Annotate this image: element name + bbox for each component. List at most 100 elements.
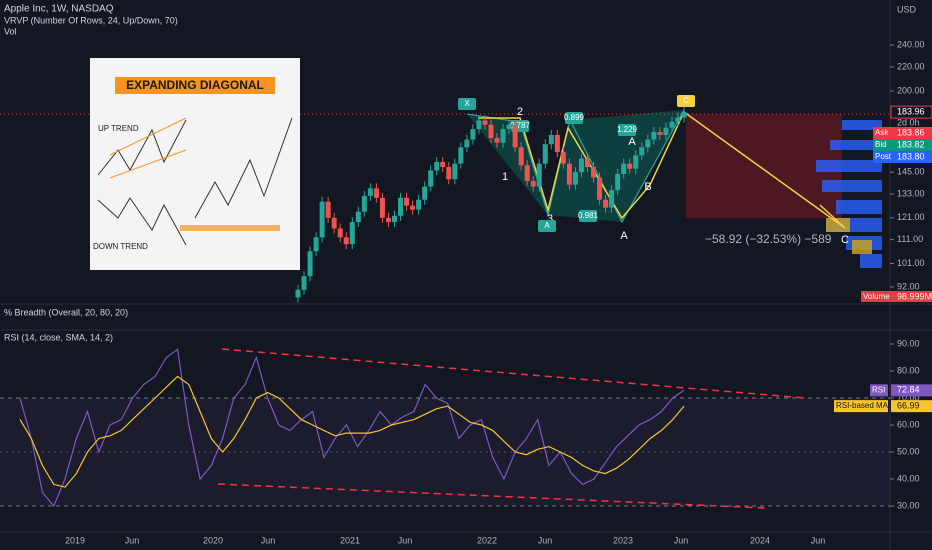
candle bbox=[422, 186, 428, 200]
pattern-label: 0.899 bbox=[564, 113, 585, 122]
axes: 240.00220.00200.00145.00133.00121.00111.… bbox=[65, 39, 932, 545]
price-tick-label: 145.00 bbox=[897, 167, 925, 177]
candle bbox=[500, 129, 506, 143]
rsi-name: RSI bbox=[872, 385, 885, 394]
breadth-title: % Breadth (Overall, 20, 80, 20) bbox=[4, 307, 128, 317]
rsi-tick-label: 90.00 bbox=[897, 338, 920, 348]
ask-label: 183.86 bbox=[897, 127, 925, 137]
candle bbox=[681, 112, 687, 118]
rsi-tick-label: 80.00 bbox=[897, 365, 920, 375]
pattern-label: 0.981 bbox=[578, 211, 599, 220]
price-tick-label: 111.00 bbox=[897, 234, 923, 244]
pattern-label: C bbox=[841, 234, 849, 246]
rsi-tick-label: 70.00 bbox=[897, 392, 920, 402]
inset-title: EXPANDING DIAGONAL bbox=[126, 78, 264, 92]
price-tick-label: 220.00 bbox=[897, 61, 925, 71]
candle bbox=[331, 217, 337, 229]
candle bbox=[506, 124, 512, 130]
inset-image: EXPANDING DIAGONAL UP TREND DOWN TREND bbox=[90, 58, 300, 270]
profile-bar bbox=[816, 160, 882, 172]
candle bbox=[645, 139, 651, 148]
rsi-value-box bbox=[891, 400, 932, 413]
bid-box bbox=[873, 139, 932, 151]
countdown-label: 2d 0h bbox=[897, 117, 920, 127]
candle bbox=[482, 120, 488, 125]
candle bbox=[325, 201, 331, 218]
candle bbox=[675, 117, 681, 122]
candle bbox=[452, 163, 458, 180]
profile-bar bbox=[830, 140, 882, 150]
candle bbox=[639, 147, 645, 156]
price-tick-label: 101.00 bbox=[897, 258, 925, 268]
rsi-value-box bbox=[891, 384, 932, 397]
volume-name: Volume bbox=[863, 292, 890, 301]
candle bbox=[379, 197, 385, 218]
candle bbox=[609, 190, 615, 208]
candle bbox=[585, 158, 590, 168]
candle bbox=[554, 135, 560, 153]
pattern-label-box bbox=[618, 124, 636, 136]
rsi-tick-label: 30.00 bbox=[897, 500, 920, 510]
ask-box bbox=[873, 127, 932, 139]
pattern-label: A bbox=[544, 221, 550, 230]
pattern-label: C bbox=[683, 96, 689, 105]
candle bbox=[536, 163, 542, 187]
candle bbox=[385, 217, 391, 223]
indicator-label: Vol bbox=[4, 26, 17, 36]
candle bbox=[361, 195, 367, 212]
rsi-tick-label: 60.00 bbox=[897, 419, 920, 429]
candle bbox=[524, 165, 530, 182]
inset-guide bbox=[109, 149, 187, 179]
rsi-trendline bbox=[221, 348, 806, 399]
rsi-tick-label: 50.00 bbox=[897, 446, 920, 456]
price-tick-label: 133.00 bbox=[897, 188, 925, 198]
candle bbox=[470, 129, 476, 140]
candle bbox=[548, 135, 554, 145]
candle bbox=[373, 188, 379, 198]
bid-label: 183.82 bbox=[897, 139, 925, 149]
candle bbox=[633, 155, 639, 169]
candle bbox=[603, 199, 609, 208]
time-label: 2019 bbox=[65, 535, 85, 545]
pattern-label-box bbox=[579, 210, 597, 222]
candle bbox=[651, 132, 657, 140]
time-label: Jun bbox=[811, 535, 826, 545]
rsi-value-label: 72.84 bbox=[897, 385, 920, 395]
rsi-lines bbox=[19, 348, 685, 508]
profile-bar bbox=[836, 200, 882, 214]
time-label: 2023 bbox=[613, 535, 633, 545]
candle bbox=[488, 124, 494, 139]
candle bbox=[307, 251, 313, 277]
pattern-label: 3 bbox=[547, 213, 553, 225]
ask-name: Ask bbox=[875, 128, 889, 137]
candle bbox=[434, 161, 440, 171]
measure-label: −58.92 (−32.53%) −589 bbox=[705, 232, 832, 246]
inset-wave bbox=[97, 119, 187, 176]
time-label: Jun bbox=[125, 535, 140, 545]
candle bbox=[530, 181, 536, 187]
candle bbox=[428, 170, 434, 187]
time-label: Jun bbox=[261, 535, 276, 545]
time-label: Jun bbox=[398, 535, 413, 545]
candle bbox=[416, 199, 422, 210]
candle bbox=[512, 124, 518, 148]
pattern-label-box bbox=[565, 112, 583, 124]
candle bbox=[410, 205, 416, 210]
time-label: 2020 bbox=[203, 535, 223, 545]
post-box bbox=[873, 151, 932, 163]
profile-bar bbox=[822, 180, 882, 192]
candle bbox=[343, 237, 349, 245]
pattern-label-box bbox=[538, 220, 556, 232]
time-label: Jun bbox=[538, 535, 553, 545]
price-tick-label: 92.00 bbox=[897, 281, 920, 291]
candle bbox=[476, 120, 482, 130]
price-tick-label: 121.00 bbox=[897, 212, 925, 222]
profile-bar bbox=[826, 218, 850, 232]
profile-bar bbox=[860, 254, 882, 268]
pattern-label: B bbox=[644, 181, 651, 193]
candle bbox=[367, 188, 373, 196]
candle bbox=[494, 138, 500, 143]
rsi-name: RSI-based MA bbox=[836, 401, 889, 410]
